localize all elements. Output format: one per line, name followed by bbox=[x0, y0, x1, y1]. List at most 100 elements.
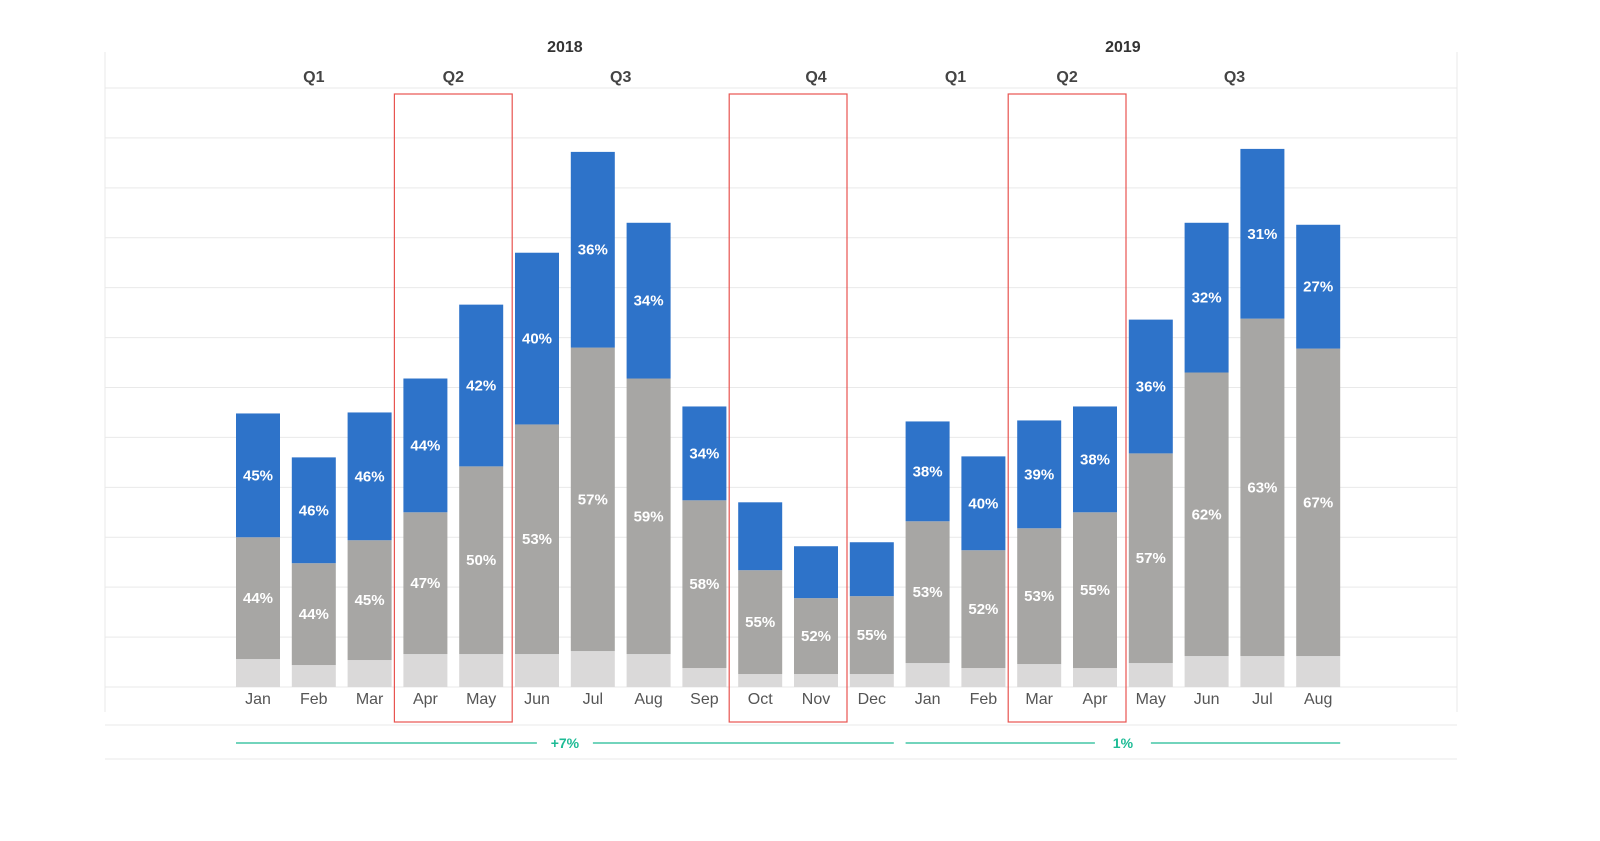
data-label-middle: 57% bbox=[1136, 550, 1166, 567]
bar-segment-bottom bbox=[961, 668, 1006, 687]
data-label-middle: 53% bbox=[913, 584, 943, 601]
bar-segment-bottom bbox=[1017, 664, 1062, 687]
bar-segment-middle bbox=[1184, 372, 1229, 657]
data-label-middle: 55% bbox=[857, 627, 887, 644]
year-label: 2018 bbox=[547, 39, 583, 56]
bar-segment-top bbox=[515, 252, 559, 425]
bar-segment-bottom bbox=[403, 654, 448, 687]
bar-segment-middle bbox=[626, 378, 671, 655]
x-tick-label: May bbox=[466, 691, 496, 708]
data-label-middle: 53% bbox=[522, 531, 552, 548]
bar-segment-bottom bbox=[459, 654, 504, 687]
data-label-middle: 67% bbox=[1303, 494, 1333, 511]
x-tick-label: Oct bbox=[748, 691, 773, 708]
bar-segment-bottom bbox=[738, 674, 783, 687]
x-tick-label: Jun bbox=[1194, 691, 1220, 708]
bar-segment-middle bbox=[1128, 453, 1173, 664]
highlight-box bbox=[728, 93, 848, 723]
bar-segment-bottom bbox=[1128, 663, 1173, 687]
bar-segment-top bbox=[1017, 420, 1062, 529]
quarter-label: Q3 bbox=[610, 69, 631, 86]
data-label-top: 38% bbox=[913, 463, 943, 480]
bar-segment-top bbox=[1073, 406, 1117, 513]
quarter-label: Q2 bbox=[443, 69, 464, 86]
bar-segment-top bbox=[961, 456, 1006, 551]
bar-segment-bottom bbox=[1184, 656, 1229, 687]
x-tick-label: Dec bbox=[858, 691, 886, 708]
data-label-middle: 44% bbox=[299, 606, 329, 623]
x-tick-label: Mar bbox=[1025, 691, 1053, 708]
bar-segment-bottom bbox=[794, 674, 838, 687]
data-label-middle: 55% bbox=[1080, 582, 1110, 599]
x-tick-label: Apr bbox=[413, 691, 439, 708]
data-label-middle: 45% bbox=[355, 592, 385, 609]
bar-segment-middle bbox=[515, 424, 559, 655]
bar-segment-top bbox=[403, 378, 448, 513]
x-tick-label: Jun bbox=[524, 691, 550, 708]
bar-segment-top bbox=[1128, 319, 1173, 454]
data-label-middle: 47% bbox=[410, 575, 440, 592]
bar-segment-bottom bbox=[347, 660, 392, 687]
bar-segment-top bbox=[682, 406, 727, 501]
bar-segment-top bbox=[738, 502, 783, 571]
data-label-top: 32% bbox=[1192, 290, 1222, 307]
bar-segment-top bbox=[1184, 222, 1229, 373]
data-label-middle: 57% bbox=[578, 491, 608, 508]
x-tick-label: Aug bbox=[634, 691, 662, 708]
x-tick-label: Apr bbox=[1083, 691, 1109, 708]
bar-segment-middle bbox=[738, 570, 783, 675]
bar-segment-top bbox=[291, 457, 336, 564]
bar-segment-top bbox=[849, 542, 894, 597]
data-label-top: 44% bbox=[410, 437, 440, 454]
bar-segment-bottom bbox=[1073, 668, 1117, 687]
bar-segment-middle bbox=[1240, 318, 1285, 657]
quarter-label: Q4 bbox=[805, 69, 826, 86]
year-label: 2019 bbox=[1105, 39, 1141, 56]
bar-segment-top bbox=[626, 222, 671, 379]
data-label-middle: 52% bbox=[968, 601, 998, 618]
quarter-label: Q3 bbox=[1224, 69, 1245, 86]
data-label-top: 34% bbox=[689, 445, 719, 462]
bar-segment-bottom bbox=[570, 651, 615, 687]
bar-segment-middle bbox=[459, 466, 504, 655]
data-label-middle: 55% bbox=[745, 614, 775, 631]
bar-segment-middle bbox=[236, 537, 280, 660]
quarter-label: Q1 bbox=[303, 69, 324, 86]
data-label-middle: 59% bbox=[634, 508, 664, 525]
data-label-top: 38% bbox=[1080, 451, 1110, 468]
x-tick-label: Aug bbox=[1304, 691, 1332, 708]
data-label-top: 31% bbox=[1247, 226, 1277, 243]
data-label-top: 27% bbox=[1303, 279, 1333, 296]
bar-segment-top bbox=[570, 151, 615, 348]
bar-segment-top bbox=[1240, 148, 1285, 319]
highlight-box bbox=[1007, 93, 1127, 723]
change-label: +7% bbox=[551, 735, 580, 751]
data-label-top: 46% bbox=[355, 468, 385, 485]
bar-segment-middle bbox=[794, 598, 838, 675]
data-label-top: 36% bbox=[1136, 379, 1166, 396]
data-label-middle: 53% bbox=[1024, 588, 1054, 605]
data-label-top: 39% bbox=[1024, 466, 1054, 483]
bar-segment-bottom bbox=[626, 654, 671, 687]
data-label-top: 40% bbox=[968, 495, 998, 512]
x-tick-label: May bbox=[1136, 691, 1166, 708]
bar-segment-top bbox=[1296, 224, 1341, 349]
x-tick-label: Jul bbox=[1252, 691, 1272, 708]
quarter-label: Q2 bbox=[1056, 69, 1077, 86]
x-tick-label: Nov bbox=[802, 691, 830, 708]
bar-segment-top bbox=[794, 546, 838, 599]
x-tick-label: Feb bbox=[300, 691, 328, 708]
x-tick-label: Jul bbox=[583, 691, 603, 708]
bar-segment-middle bbox=[291, 563, 336, 666]
bar-segment-top bbox=[236, 413, 280, 538]
bar-segment-top bbox=[905, 421, 950, 522]
bar-segment-bottom bbox=[236, 659, 280, 687]
bar-segment-middle bbox=[403, 512, 448, 655]
data-label-top: 34% bbox=[634, 293, 664, 310]
bar-segment-middle bbox=[961, 550, 1006, 669]
bar-segment-bottom bbox=[291, 665, 336, 687]
data-label-top: 40% bbox=[522, 331, 552, 348]
bar-segment-middle bbox=[682, 500, 727, 669]
bar-segment-bottom bbox=[1296, 656, 1341, 687]
